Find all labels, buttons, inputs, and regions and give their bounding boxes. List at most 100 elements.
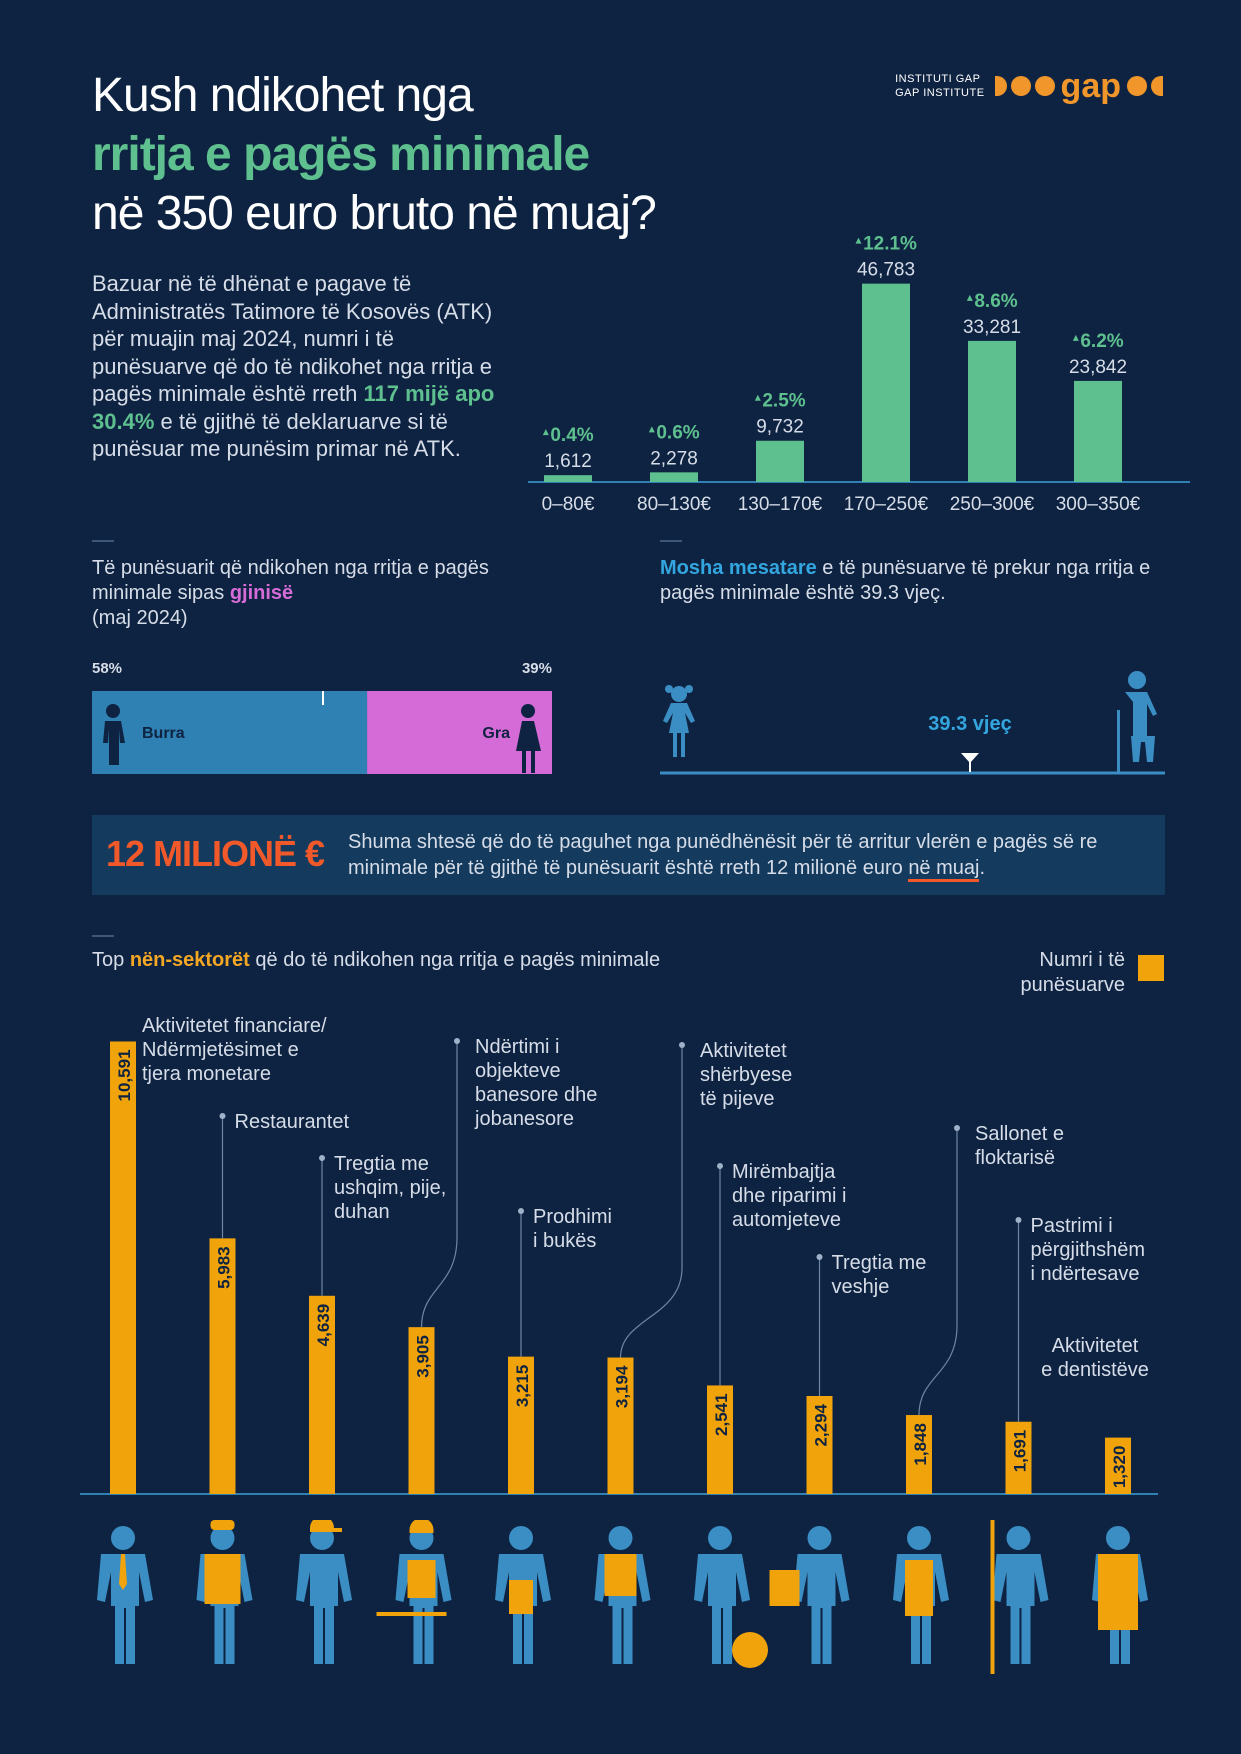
sector-bar: [309, 1295, 335, 1494]
women-percent: 39%: [522, 660, 552, 677]
cleaner-icon: [990, 1520, 1049, 1674]
sector-leader-dot: [717, 1163, 723, 1169]
clothing-seller-icon: [769, 1526, 850, 1664]
sectors-legend-swatch: [1138, 955, 1164, 981]
sector-category-label: Tregtia me ushqim, pije, duhan: [334, 1153, 446, 1223]
up-arrow-icon: [855, 237, 862, 244]
sector-leader-line: [619, 1047, 683, 1358]
mechanic-icon: [694, 1526, 768, 1668]
sector-value-label: 2,294: [812, 1403, 831, 1446]
sector-bar: [408, 1327, 435, 1494]
wage-bar: [650, 472, 698, 482]
cost-description-underline: në muaj: [908, 857, 980, 882]
title-line-1: Kush ndikohet nga: [92, 69, 474, 122]
wage-category-label: 300–350€: [1056, 494, 1141, 515]
wage-range-chart: 1,612 0.4% 0–80€ 2,278 0.6% 80–130€ 9,732 2.5% 1…: [528, 234, 1190, 515]
sectors-heading: Top nën-sektorët që do të ndikohen nga r…: [92, 948, 892, 973]
wage-bar: [544, 475, 592, 482]
wage-category-label: 130–170€: [738, 494, 823, 515]
intro-text: Bazuar në të dhënat e pagave të Administ…: [92, 271, 493, 406]
shopkeeper-icon: [296, 1520, 352, 1664]
logo-dot-icon: [1151, 76, 1163, 96]
wage-category-label: 250–300€: [950, 494, 1035, 515]
sector-leader-line: [420, 1043, 458, 1328]
age-marker-icon: [961, 753, 979, 763]
age-heading-highlight: Mosha mesatare: [660, 557, 817, 579]
sector-leader-dot: [219, 1113, 226, 1119]
sector-value-label: 10,591: [115, 1049, 134, 1101]
sector-category-label: Tregtia me veshje: [832, 1252, 927, 1298]
sectors-legend-label: Numri i të punësuarve: [1020, 949, 1125, 996]
sector-value-label: 3,215: [513, 1365, 532, 1408]
gap-logo: INSTITUTI GAP GAP INSTITUTE gap: [895, 67, 1163, 105]
sector-category-label: Aktivitetet e dentistëve: [1041, 1335, 1149, 1381]
gender-heading-highlight: gjinisë: [229, 582, 294, 604]
up-arrow-icon: [754, 394, 761, 401]
sector-value-label: 3,194: [613, 1365, 632, 1408]
sector-bar: [1005, 1421, 1032, 1494]
sector-value-label: 1,320: [1110, 1446, 1129, 1489]
wage-pct-label: 2.5%: [762, 391, 805, 412]
dentist-icon: [1092, 1526, 1148, 1664]
sectors-chart: 10,591 Aktivitetet financiare/Ndërmjetësi…: [80, 1015, 1158, 1495]
divider: [92, 540, 114, 542]
wage-category-label: 170–250€: [844, 494, 929, 515]
logo-line-1: INSTITUTI GAP: [895, 73, 981, 85]
cost-description-text: Shuma shtesë që do të paguhet nga punëdh…: [348, 831, 1098, 879]
sector-leader-line: [918, 1130, 958, 1416]
wage-pct-label: 6.2%: [1080, 331, 1123, 352]
sector-value-label: 2,541: [712, 1393, 731, 1436]
construction-worker-icon: [376, 1520, 452, 1664]
wage-category-label: 0–80€: [542, 494, 595, 515]
logo-word: gap: [1060, 67, 1121, 105]
sector-value-label: 1,848: [911, 1423, 930, 1466]
sector-bar: [707, 1385, 733, 1494]
wage-pct-label: 8.6%: [974, 291, 1017, 312]
logo-mark: gap: [994, 67, 1163, 105]
wage-value-label: 46,783: [857, 260, 915, 281]
logo-dot-icon: [994, 76, 1007, 96]
wage-value-label: 33,281: [963, 317, 1021, 338]
sector-category-label: Sallonet e floktarisë: [975, 1123, 1064, 1169]
sectors-heading-highlight: nën-sektorët: [129, 949, 250, 971]
sector-leader-dot: [454, 1038, 460, 1044]
logo-dot-icon: [1034, 76, 1055, 96]
woman-icon: [516, 704, 541, 773]
sector-leader-dot: [518, 1208, 524, 1214]
wage-bar: [862, 283, 910, 482]
wage-bar: [756, 440, 804, 482]
wage-pct-label: 0.4%: [550, 425, 593, 446]
age-heading: Mosha mesatare e të punësuarve të prekur…: [660, 556, 1160, 606]
wage-category-label: 80–130€: [637, 494, 711, 515]
sector-category-label: Aktivitetet shërbyese të pijeve: [700, 1040, 792, 1110]
sector-leader-dot: [816, 1254, 823, 1260]
sector-leader-dot: [954, 1125, 960, 1131]
bartender-icon: [594, 1526, 651, 1664]
wage-value-label: 9,732: [756, 417, 804, 438]
up-arrow-icon: [966, 294, 973, 301]
age-marker-label: 39.3 vjeç: [928, 713, 1011, 735]
cost-description: Shuma shtesë që do të paguhet nga punëdh…: [348, 829, 1148, 882]
women-label: Gra: [482, 725, 510, 742]
girl-icon: [663, 685, 695, 757]
wage-value-label: 23,842: [1069, 357, 1127, 378]
sector-bar: [1105, 1437, 1131, 1494]
sector-bar: [906, 1415, 932, 1494]
sector-bar: [806, 1395, 833, 1494]
up-arrow-icon: [1072, 334, 1079, 341]
sectors-heading-text: Top: [92, 949, 130, 971]
gender-heading: Të punësuarit që ndikohen nga rritja e p…: [92, 556, 512, 631]
sector-category-label: Prodhimi i bukës: [533, 1206, 612, 1252]
page-title: Kush ndikohet nga rritja e pagës minimal…: [92, 66, 657, 243]
logo-dot-icon: [1010, 76, 1031, 96]
wage-bar: [1074, 380, 1122, 482]
title-line-2: rritja e pagës minimale: [92, 128, 590, 181]
wage-pct-label: 0.6%: [656, 422, 699, 443]
sector-bar: [110, 1041, 136, 1494]
wage-pct-label: 12.1%: [863, 234, 917, 255]
sector-leader-dot: [319, 1155, 325, 1161]
sector-category-label: Pastrimi i përgjithshëm i ndërtesave: [1031, 1215, 1146, 1285]
divider: [660, 540, 682, 542]
gender-heading-date: (maj 2024): [92, 607, 188, 629]
